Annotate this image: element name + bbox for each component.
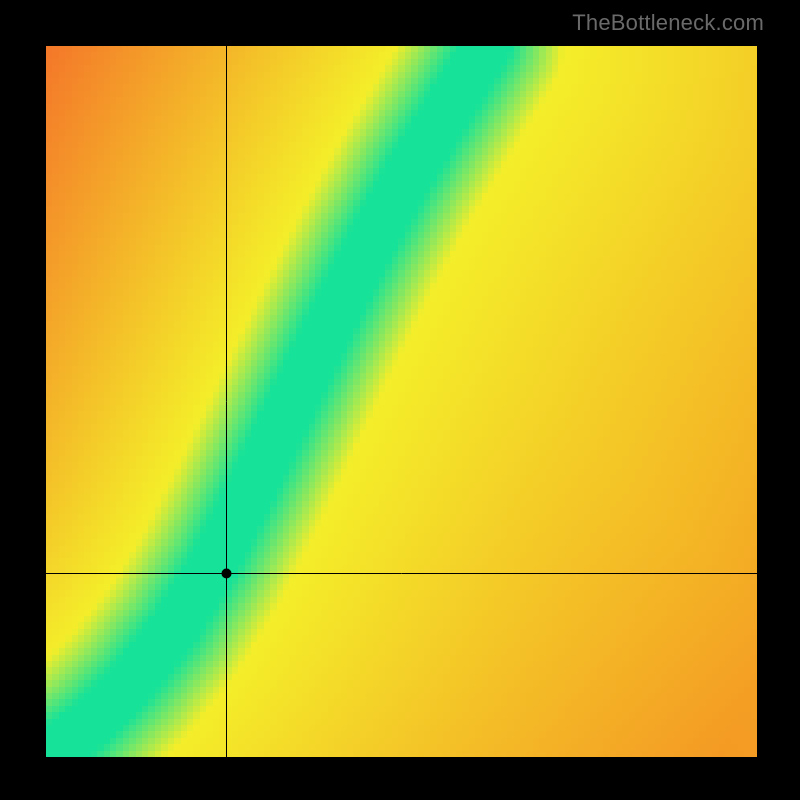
bottleneck-heatmap <box>46 46 757 757</box>
watermark-text: TheBottleneck.com <box>572 10 764 36</box>
